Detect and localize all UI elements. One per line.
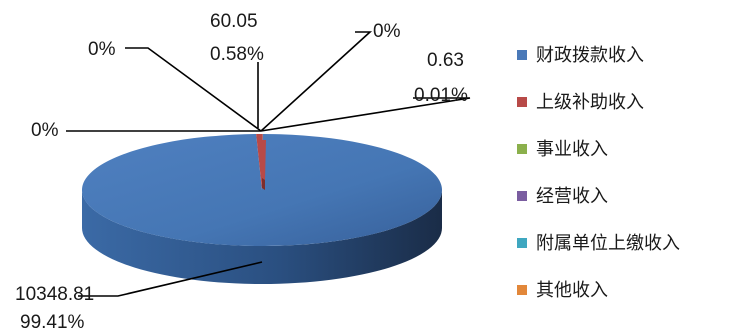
data-label-percent-5: 0.01% <box>414 85 468 106</box>
legend-label-4: 附属单位上缴收入 <box>536 233 680 254</box>
pie-side-0 <box>82 190 442 284</box>
legend-swatch-4 <box>517 238 527 248</box>
legend-swatch-1 <box>517 97 527 107</box>
leader-line-2 <box>260 31 373 132</box>
data-label-value-5: 0.63 <box>427 50 464 71</box>
pie-slice-exploded-1 <box>260 140 266 180</box>
legend-item-2: 事业收入 <box>517 139 608 160</box>
data-label-value-0: 10348.81 <box>15 284 94 305</box>
pie-slice-exploded-side-1 <box>262 178 265 190</box>
leader-lines <box>66 31 471 297</box>
leader-line-3 <box>125 47 262 132</box>
leader-line-0 <box>78 261 263 297</box>
legend-item-5: 其他收入 <box>517 280 608 301</box>
pie-slice-0 <box>82 134 443 247</box>
pie-layer <box>82 134 443 284</box>
legend-swatch-5 <box>517 285 527 295</box>
legend-label-3: 经营收入 <box>536 186 608 207</box>
legend-swatch-0 <box>517 50 527 60</box>
legend-item-1: 上级补助收入 <box>517 92 644 113</box>
data-label-percent-2: 0% <box>373 21 401 42</box>
legend-item-0: 财政拨款收入 <box>517 45 644 66</box>
data-label-percent-3: 0% <box>88 39 116 60</box>
data-label-percent-0: 99.41% <box>20 312 85 333</box>
legend-label-1: 上级补助收入 <box>536 92 644 113</box>
legend-label-5: 其他收入 <box>536 280 608 301</box>
legend-swatch-2 <box>517 144 527 154</box>
data-label-percent-4: 0% <box>31 120 59 141</box>
legend-label-0: 财政拨款收入 <box>536 45 644 66</box>
data-labels: 10348.81 99.41% 60.05 0.58% 0% 0% 0% 0.63 0.01% <box>15 11 468 333</box>
legend-swatch-3 <box>517 191 527 201</box>
data-label-value-1: 60.05 <box>210 11 258 32</box>
leader-line-5 <box>260 97 471 132</box>
legend-item-4: 附属单位上缴收入 <box>517 233 680 254</box>
data-label-percent-1: 0.58% <box>210 44 264 65</box>
legend-label-2: 事业收入 <box>536 139 608 160</box>
legend-item-3: 经营收入 <box>517 186 608 207</box>
